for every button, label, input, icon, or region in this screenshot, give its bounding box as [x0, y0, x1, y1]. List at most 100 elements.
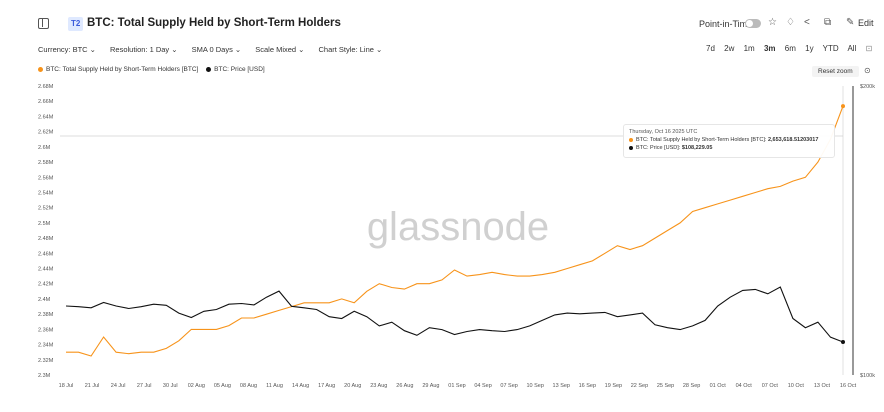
- x-tick-label: 13 Sep: [553, 383, 570, 389]
- sma-chevron-icon: ⌄: [234, 45, 242, 54]
- resolution-chevron-icon: ⌄: [171, 45, 178, 54]
- x-tick-label: 14 Aug: [292, 383, 309, 389]
- range-7d[interactable]: 7d: [706, 44, 715, 53]
- x-tick-label: 20 Aug: [344, 383, 361, 389]
- y-left-tick-label: 2.4M: [38, 297, 51, 303]
- x-tick-label: 07 Sep: [500, 383, 517, 389]
- pencil-icon[interactable]: ✎: [846, 17, 855, 28]
- x-tick-label: 16 Sep: [579, 383, 596, 389]
- y-left-tick-label: 2.42M: [38, 282, 54, 288]
- tooltip-price-row: BTC: Price [USD]: $108,229.05: [629, 144, 829, 152]
- resolution-select[interactable]: Resolution: 1 Day: [109, 45, 170, 54]
- x-tick-label: 24 Jul: [111, 383, 126, 389]
- y-left-tick-label: 2.54M: [38, 190, 54, 196]
- x-tick-label: 05 Aug: [214, 383, 231, 389]
- y-left-tick-label: 2.64M: [38, 114, 54, 120]
- y-right-tick-label: $100k: [860, 373, 875, 379]
- zoom-range-icon[interactable]: ⊡: [865, 44, 873, 53]
- supply-series-line: [66, 105, 844, 357]
- chart-style-chevron-icon: ⌄: [375, 45, 383, 54]
- legend-price-label[interactable]: BTC: Price [USD]: [214, 66, 265, 73]
- x-tick-label: 02 Aug: [188, 383, 205, 389]
- currency-select[interactable]: Currency: BTC: [38, 45, 88, 54]
- y-left-tick-label: 2.46M: [38, 251, 54, 257]
- sma-select[interactable]: SMA 0 Days: [191, 45, 233, 54]
- y-right-tick-label: $200k: [860, 84, 875, 90]
- x-tick-label: 22 Sep: [631, 383, 648, 389]
- tier-badge: T2: [68, 17, 84, 31]
- legend-supply-label[interactable]: BTC: Total Supply Held by Short-Term Hol…: [46, 66, 199, 73]
- price-hover-point: [841, 340, 845, 344]
- scale-chevron-icon: ⌄: [298, 45, 305, 54]
- x-tick-label: 27 Jul: [137, 383, 152, 389]
- x-tick-label: 01 Oct: [710, 383, 727, 389]
- chart-title: BTC: Total Supply Held by Short-Term Hol…: [87, 17, 341, 29]
- y-left-tick-label: 2.48M: [38, 236, 54, 242]
- currency-chevron-icon: ⌄: [89, 45, 96, 54]
- x-tick-label: 23 Aug: [370, 383, 387, 389]
- range-2w[interactable]: 2w: [724, 44, 735, 53]
- range-6m[interactable]: 6m: [784, 44, 796, 53]
- reset-zoom-button[interactable]: Reset zoom: [812, 66, 859, 77]
- x-tick-label: 01 Sep: [448, 383, 465, 389]
- x-tick-label: 17 Aug: [318, 383, 335, 389]
- copy-icon[interactable]: ⧉: [824, 17, 832, 28]
- y-left-tick-label: 2.68M: [38, 84, 54, 90]
- y-left-tick-label: 2.38M: [38, 312, 54, 318]
- range-3m[interactable]: 3m: [763, 44, 776, 53]
- x-tick-label: 04 Sep: [474, 383, 491, 389]
- screenshot-icon[interactable]: ⊙: [864, 66, 871, 75]
- x-tick-label: 10 Sep: [526, 383, 543, 389]
- x-tick-label: 19 Sep: [605, 383, 622, 389]
- x-tick-label: 07 Oct: [762, 383, 779, 389]
- x-tick-label: 25 Sep: [657, 383, 674, 389]
- x-tick-label: 08 Aug: [240, 383, 257, 389]
- y-left-tick-label: 2.66M: [38, 99, 54, 105]
- chart-legend: BTC: Total Supply Held by Short-Term Hol…: [38, 66, 265, 73]
- y-left-tick-label: 2.6M: [38, 145, 51, 151]
- range-1y[interactable]: 1y: [805, 44, 814, 53]
- bell-icon[interactable]: ♢: [786, 17, 795, 28]
- x-tick-label: 10 Oct: [788, 383, 805, 389]
- price-series-line: [65, 286, 844, 343]
- x-tick-label: 30 Jul: [163, 383, 178, 389]
- edit-button[interactable]: Edit: [858, 18, 874, 28]
- range-1m[interactable]: 1m: [743, 44, 755, 53]
- x-tick-label: 04 Oct: [736, 383, 753, 389]
- point-in-time-label: Point-in-Time: [699, 19, 753, 29]
- x-tick-label: 26 Aug: [396, 383, 413, 389]
- y-left-tick-label: 2.62M: [38, 130, 54, 136]
- range-selector: 7d 2w 1m 3m 6m 1y YTD All ⊡ ▭: [706, 44, 884, 53]
- y-left-tick-label: 2.58M: [38, 160, 54, 166]
- y-left-tick-label: 2.56M: [38, 175, 54, 181]
- point-in-time-toggle[interactable]: [745, 19, 761, 28]
- x-tick-label: 28 Sep: [683, 383, 700, 389]
- x-tick-label: 21 Jul: [85, 383, 100, 389]
- scale-select[interactable]: Scale Mixed: [255, 45, 297, 54]
- tooltip-supply-value: 2,653,618.51203017: [767, 137, 819, 143]
- legend-supply-marker: [38, 66, 43, 72]
- sidebar-toggle-icon[interactable]: [38, 18, 49, 29]
- x-tick-label: 29 Aug: [422, 383, 439, 389]
- x-tick-label: 11 Aug: [266, 383, 283, 389]
- range-all[interactable]: All: [847, 44, 857, 53]
- chart-tooltip: Thursday, Oct 16 2025 UTC BTC: Total Sup…: [623, 124, 835, 158]
- x-tick-label: 13 Oct: [814, 383, 831, 389]
- chart-style-select[interactable]: Chart Style: Line: [318, 45, 374, 54]
- watermark: glassnode: [367, 205, 549, 249]
- tooltip-price-marker: [629, 145, 633, 150]
- tooltip-supply-row: BTC: Total Supply Held by Short-Term Hol…: [629, 136, 829, 144]
- star-icon[interactable]: ☆: [768, 17, 777, 28]
- y-left-tick-label: 2.32M: [38, 358, 54, 364]
- tooltip-price-value: $108,229.05: [681, 145, 713, 151]
- supply-hover-point: [841, 104, 845, 109]
- chart-options: Currency: BTC ⌄ Resolution: 1 Day ⌄ SMA 0 …: [38, 45, 394, 54]
- chart-header: T2 BTC: Total Supply Held by Short-Term …: [0, 0, 884, 40]
- tooltip-supply-label: BTC: Total Supply Held by Short-Term Hol…: [636, 137, 767, 143]
- tooltip-price-label: BTC: Price [USD]:: [636, 145, 681, 151]
- x-tick-label: 18 Jul: [59, 383, 74, 389]
- share-icon[interactable]: <: [804, 17, 810, 28]
- range-ytd[interactable]: YTD: [822, 44, 839, 53]
- y-left-tick-label: 2.44M: [38, 267, 54, 273]
